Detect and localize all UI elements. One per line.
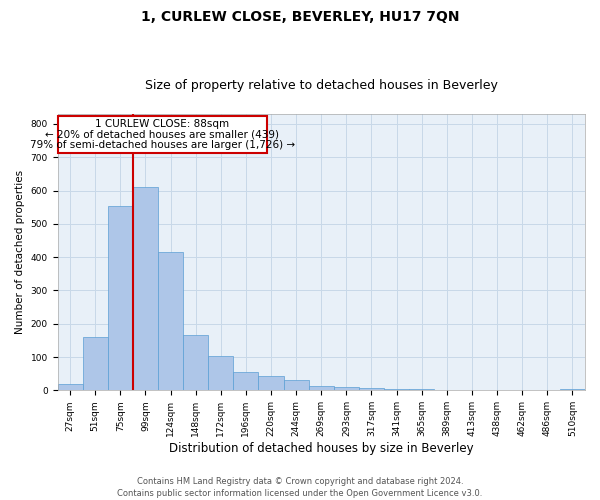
Bar	[359, 388, 384, 390]
Bar	[83, 337, 108, 390]
Bar	[284, 380, 309, 390]
X-axis label: Distribution of detached houses by size in Beverley: Distribution of detached houses by size …	[169, 442, 473, 455]
Bar	[208, 356, 233, 390]
Bar	[259, 376, 284, 390]
Text: ← 20% of detached houses are smaller (439): ← 20% of detached houses are smaller (43…	[45, 130, 279, 140]
Bar	[158, 252, 183, 390]
Bar	[334, 387, 359, 390]
Bar	[560, 388, 585, 390]
Bar	[384, 388, 409, 390]
Text: 79% of semi-detached houses are larger (1,726) →: 79% of semi-detached houses are larger (…	[30, 140, 295, 150]
Title: Size of property relative to detached houses in Beverley: Size of property relative to detached ho…	[145, 79, 498, 92]
Bar	[233, 372, 259, 390]
Text: 1, CURLEW CLOSE, BEVERLEY, HU17 7QN: 1, CURLEW CLOSE, BEVERLEY, HU17 7QN	[141, 10, 459, 24]
FancyBboxPatch shape	[58, 116, 266, 153]
Text: 1 CURLEW CLOSE: 88sqm: 1 CURLEW CLOSE: 88sqm	[95, 119, 229, 129]
Bar	[133, 187, 158, 390]
Bar	[58, 384, 83, 390]
Bar	[108, 206, 133, 390]
Y-axis label: Number of detached properties: Number of detached properties	[15, 170, 25, 334]
Text: Contains HM Land Registry data © Crown copyright and database right 2024.
Contai: Contains HM Land Registry data © Crown c…	[118, 476, 482, 498]
Bar	[309, 386, 334, 390]
Bar	[183, 336, 208, 390]
